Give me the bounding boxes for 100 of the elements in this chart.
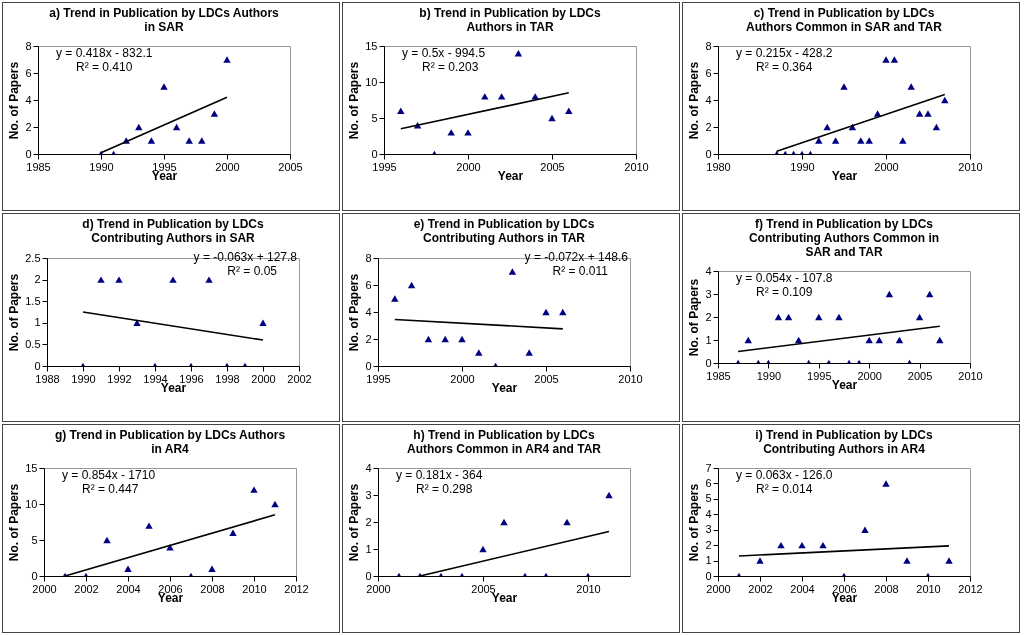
annotation: R² = 0.364: [756, 60, 813, 74]
y-tick-label: 2: [705, 538, 712, 551]
x-axis-title: Year: [497, 168, 524, 183]
y-tick-label: 5: [705, 492, 712, 505]
point: [424, 335, 433, 343]
chart-title: g) Trend in Publication by LDCs Authors in AR4: [54, 428, 286, 456]
y-tick-label: 6: [705, 476, 712, 489]
annotation: R² = 0.447: [82, 482, 139, 496]
point: [882, 480, 890, 487]
x-tick-label: 1980: [706, 160, 731, 173]
y-axis-title: No. of Papers: [7, 483, 22, 562]
annotation: R² = 0.011: [552, 264, 609, 278]
y-tick-label: 8: [365, 251, 372, 264]
chart-title: e) Trend in Publication by LDCs Contributing Authors in TAR: [413, 217, 595, 245]
x-tick-label: 2000: [706, 582, 731, 595]
y-tick-label: 0: [31, 569, 38, 582]
point: [133, 319, 141, 327]
x-tick-label: 1998: [215, 372, 240, 385]
point: [145, 522, 153, 529]
point: [97, 276, 105, 283]
point: [899, 137, 907, 144]
y-tick-label: 1: [705, 333, 712, 346]
point: [497, 93, 506, 100]
y-axis-title: No. of Papers: [7, 273, 22, 352]
point: [925, 290, 934, 298]
point: [172, 123, 181, 131]
point: [831, 137, 840, 144]
point: [210, 110, 219, 117]
point: [784, 313, 793, 321]
x-tick-label: 2005: [534, 372, 559, 385]
y-tick-label: 4: [365, 305, 372, 318]
y-tick-label: 1: [34, 316, 41, 329]
y-tick-label: 0: [705, 569, 712, 582]
y-tick-label: 0: [705, 147, 712, 160]
point: [857, 137, 865, 144]
point: [861, 526, 869, 533]
x-tick-label: 2000: [215, 160, 240, 173]
annotation: y = 0.181x - 364: [396, 468, 483, 482]
x-tick-label: 1988: [35, 372, 60, 385]
x-tick-label: 2000: [874, 160, 899, 173]
point: [744, 336, 752, 344]
y-tick-label: 4: [705, 93, 712, 106]
y-tick-label: 2: [25, 120, 32, 133]
point: [205, 276, 213, 283]
x-tick-label: 2004: [790, 582, 815, 595]
x-tick-label: 2000: [251, 372, 276, 385]
chart-title: i) Trend in Publication by LDCs Contributing Authors in AR4: [755, 428, 933, 456]
annotation: y = 0.5x - 994.5: [402, 46, 486, 60]
point: [865, 336, 873, 344]
point: [915, 313, 924, 321]
annotation: y = 0.854x - 1710: [62, 468, 156, 482]
annotation: R² = 0.05: [227, 264, 278, 278]
x-tick-label: 2010: [618, 372, 643, 385]
annotation: y = -0.072x + 148.6: [524, 250, 629, 264]
point: [915, 110, 924, 117]
point: [882, 56, 890, 63]
y-tick-label: 1.5: [25, 294, 41, 307]
y-tick-label: 1: [705, 554, 712, 567]
x-tick-label: 2000: [450, 372, 475, 385]
x-tick-label: 1995: [807, 369, 832, 382]
point: [458, 335, 466, 343]
point: [500, 518, 508, 526]
point: [890, 56, 899, 63]
x-tick-label: 2004: [116, 582, 141, 595]
point: [223, 56, 231, 63]
x-tick-label: 1994: [143, 372, 168, 385]
x-tick-label: 1985: [706, 369, 731, 382]
y-tick-label: 0: [371, 147, 378, 160]
point: [774, 313, 783, 321]
point: [563, 518, 571, 526]
x-tick-label: 1995: [152, 160, 177, 173]
point: [169, 276, 177, 283]
y-tick-label: 0: [34, 359, 41, 372]
chart-title: c) Trend in Publication by LDCs Authors Common in SAR and TAR: [746, 6, 943, 34]
y-tick-label: 10: [365, 75, 378, 88]
y-tick-label: 2: [705, 120, 712, 133]
annotation: R² = 0.203: [422, 60, 479, 74]
chart-title: b) Trend in Publication by LDCs Authors in TAR: [419, 6, 601, 34]
point: [559, 308, 567, 316]
chart-title: f) Trend in Publication by LDCs Contributing Authors Common in SAR and TAR: [748, 217, 940, 259]
x-tick-label: 2006: [158, 582, 183, 595]
y-tick-label: 0.5: [25, 337, 41, 350]
y-tick-label: 2: [365, 515, 372, 528]
y-tick-label: 15: [365, 39, 378, 52]
y-tick-label: 8: [705, 39, 712, 52]
y-tick-label: 15: [25, 461, 38, 474]
y-tick-label: 1: [365, 542, 372, 555]
y-axis-title: No. of Papers: [347, 273, 362, 352]
x-tick-label: 2012: [958, 582, 983, 595]
point: [103, 536, 111, 544]
x-tick-label: 2005: [540, 160, 565, 173]
x-axis-title: Year: [831, 168, 858, 183]
chart-title: a) Trend in Publication by LDCs Authors in SAR: [49, 6, 280, 34]
point: [865, 137, 873, 144]
x-tick-label: 1996: [179, 372, 204, 385]
x-tick-label: 2000: [32, 582, 57, 595]
y-axis-title: No. of Papers: [687, 483, 702, 562]
x-tick-label: 1990: [71, 372, 96, 385]
y-axis-title: No. of Papers: [347, 61, 362, 140]
point: [794, 336, 803, 344]
